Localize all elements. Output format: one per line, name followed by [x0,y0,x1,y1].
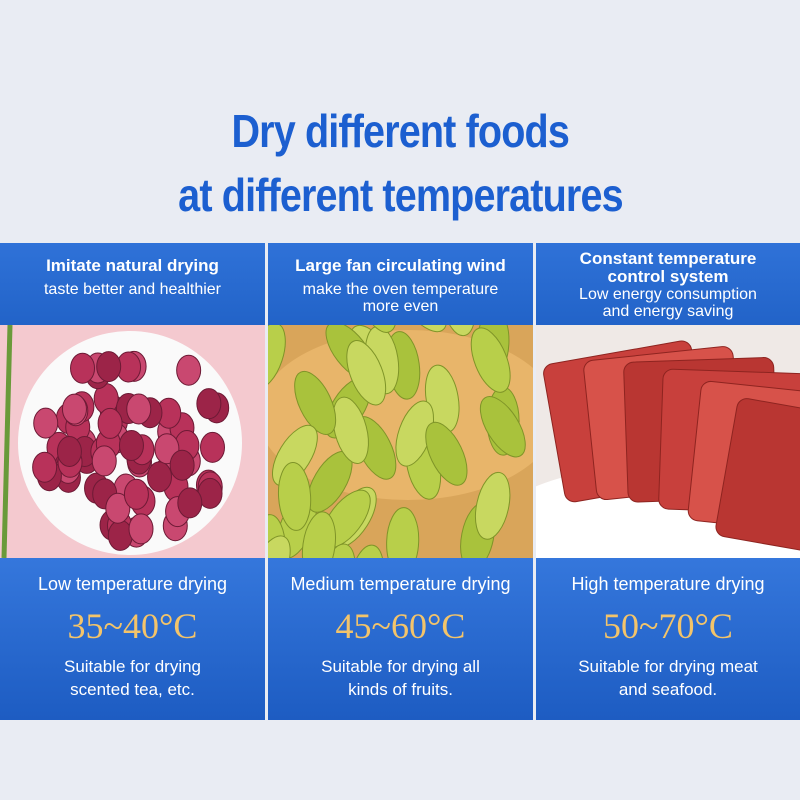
feature-heading: Large fan circulating wind [295,256,506,275]
feature-subtext: more even [362,298,439,315]
food-photo [536,325,800,558]
feature-heading: Imitate natural drying [46,256,219,275]
food-photo [268,325,533,558]
bottom-panel: High temperature drying 50~70°C Suitable f… [536,558,800,720]
description: Suitable for drying scented tea, etc. [0,655,265,701]
description-line: Suitable for drying meat [578,657,758,676]
column: Imitate natural drying taste better and h… [0,243,265,720]
feature-heading: control system [607,267,729,286]
feature-subtext: taste better and healthier [43,281,221,298]
temperature-level: Medium temperature drying [290,574,511,594]
bottom-panel: Medium temperature drying 45~60°C Suitable… [268,558,533,720]
description-line: scented tea, etc. [70,680,195,699]
top-panel: Imitate natural drying taste better and h… [0,243,265,325]
feature-subtext: make the oven temperature [302,281,499,298]
temperature-range: 50~70°C [603,606,733,646]
temperature-range: 35~40°C [67,606,198,646]
feature-subtext: and energy saving [602,303,734,320]
title-text: at different temperatures [177,169,623,221]
description: Suitable for drying meat and seafood. [536,655,800,701]
description: Suitable for drying all kinds of fruits. [268,655,533,701]
temperature-level: High temperature drying [571,574,765,594]
top-panel: Large fan circulating wind make the oven … [268,243,533,325]
description-line: and seafood. [618,680,718,699]
title-line: at different temperatures [0,168,800,222]
feature-heading: Constant temperature [579,249,757,268]
temperature-range: 45~60°C [335,606,466,646]
temperature-level: Low temperature drying [37,574,228,594]
description-line: Suitable for drying [63,657,202,676]
column: Large fan circulating wind make the oven … [268,243,533,720]
title-line: Dry different foods [0,104,800,158]
bottom-panel: Low temperature drying 35~40°C Suitable fo… [0,558,265,720]
description-line: Suitable for drying all [321,657,480,676]
column: Constant temperature control system Low en… [536,243,800,720]
title-text: Dry different foods [231,105,569,157]
top-panel: Constant temperature control system Low en… [536,243,800,325]
food-photo [0,325,265,558]
description-line: kinds of fruits. [348,680,453,699]
feature-subtext: Low energy consumption [579,286,757,303]
